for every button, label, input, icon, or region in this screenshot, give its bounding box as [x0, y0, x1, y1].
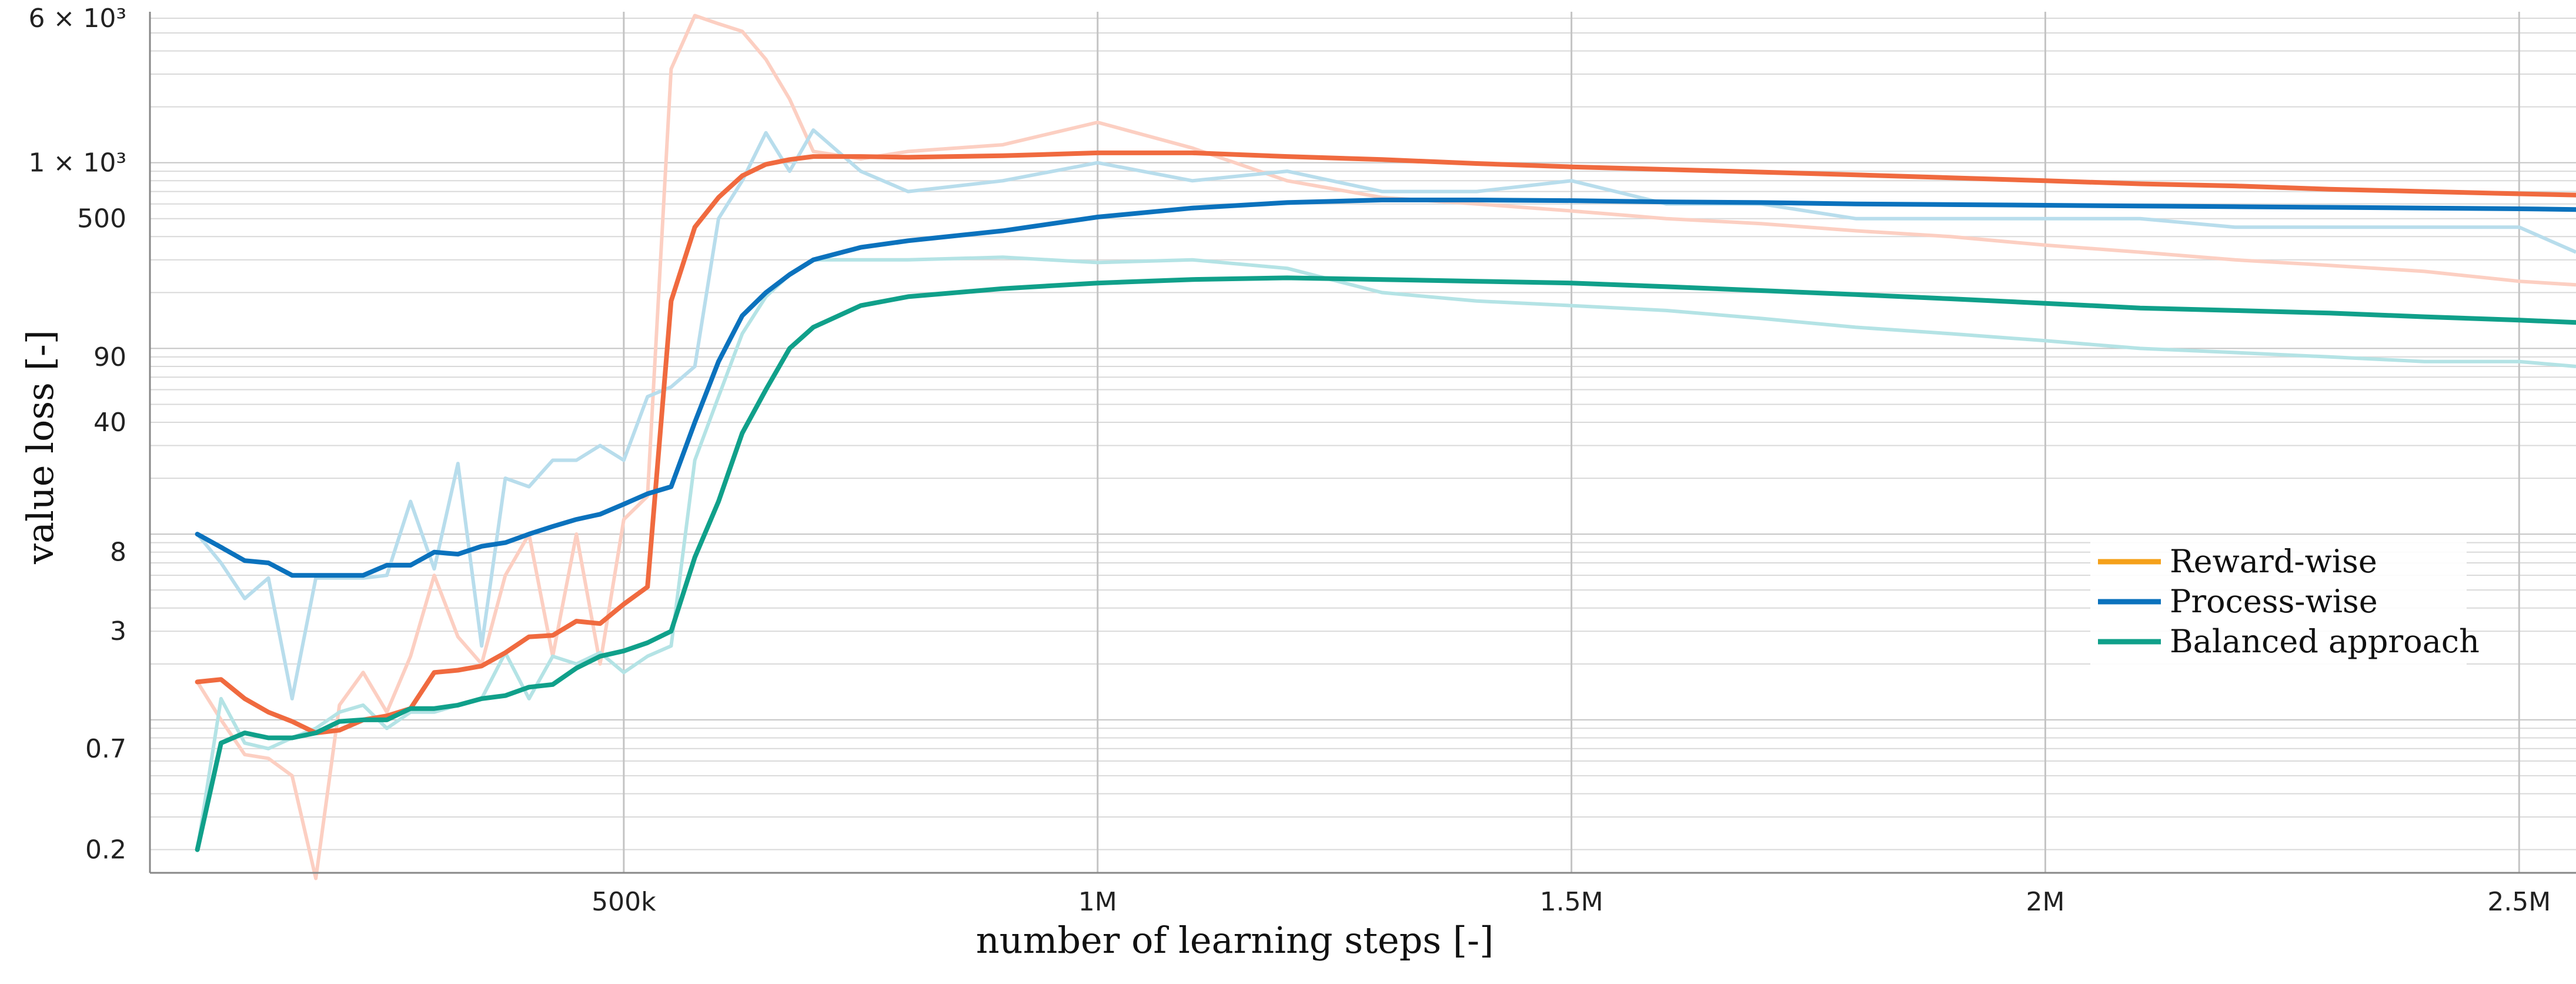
y-tick-label: 6 × 10³: [29, 4, 126, 34]
x-axis-ticks: 500k 1M 1.5M 2M 2.5M: [592, 887, 2551, 917]
y-tick-label: 1 × 10³: [29, 148, 126, 178]
y-tick-label: 3: [110, 616, 126, 646]
y-tick-label: 0.2: [85, 835, 126, 865]
x-tick-label: 2M: [2026, 887, 2064, 917]
smoothed-series-lines: [195, 150, 2576, 852]
x-tick-label: 2.5M: [2487, 887, 2551, 917]
x-axis-label: number of learning steps [-]: [976, 919, 1494, 962]
process-wise-smoothed-line: [195, 198, 2576, 578]
legend-label: Balanced approach: [2170, 623, 2480, 660]
x-tick-label: 500k: [592, 887, 656, 917]
reward-wise-raw-line: [196, 14, 2576, 880]
y-tick-label: 500: [77, 204, 126, 234]
process-wise-raw-line: [196, 128, 2576, 701]
y-axis-ticks: 6 × 10³ 1 × 10³ 500 90 40 8 3 0.7 0.2: [29, 4, 126, 865]
y-tick-label: 40: [93, 408, 126, 438]
legend-label: Process-wise: [2170, 583, 2378, 620]
reward-wise-smoothed-line: [195, 150, 2576, 736]
legend-label: Reward-wise: [2170, 543, 2377, 580]
grid: [150, 12, 2576, 873]
x-tick-label: 1.5M: [1540, 887, 1603, 917]
y-tick-label: 8: [110, 538, 126, 568]
y-tick-label: 0.7: [85, 734, 126, 764]
y-tick-label: 90: [93, 342, 126, 372]
x-tick-label: 1M: [1078, 887, 1117, 917]
y-axis-label: value loss [-]: [19, 330, 62, 565]
balanced-approach-smoothed-line: [195, 275, 2576, 852]
